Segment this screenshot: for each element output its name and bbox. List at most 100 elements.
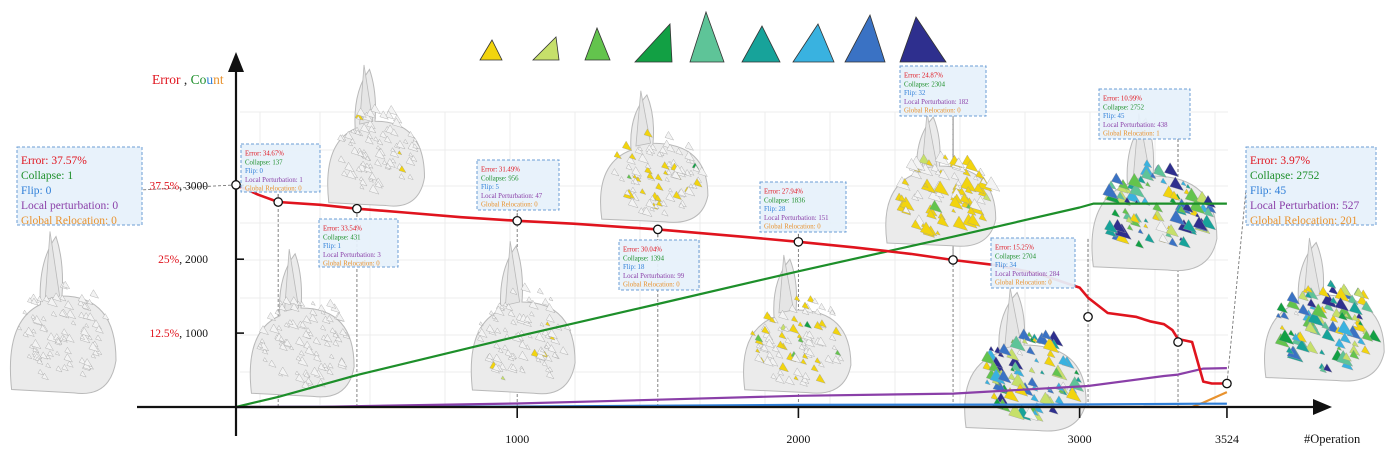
bunny-mesh-triangle: [1008, 403, 1025, 421]
bunny-mesh-triangle: [1143, 218, 1149, 224]
bunny-mesh-triangle: [1348, 301, 1363, 316]
bunny-mesh-triangle: [1129, 182, 1146, 198]
bunny-mesh-triangle: [55, 338, 63, 345]
bunny-mesh-triangle: [1152, 201, 1164, 213]
bunny-mesh-triangle: [379, 110, 389, 120]
stat-box: Error: 33.54% Collapse: 431 Flip: 1 Local P…: [318, 218, 399, 268]
bunny-mesh-triangle: [64, 346, 72, 355]
bunny-mesh-triangle: [289, 345, 295, 351]
bunny-mesh-triangle: [299, 350, 305, 356]
bunny-mesh-triangle: [1122, 207, 1130, 216]
bunny-mesh-triangle: [666, 161, 673, 168]
bunny-mesh-triangle: [544, 344, 550, 350]
bunny-mesh-triangle: [638, 153, 649, 164]
bunny-mesh-triangle: [1302, 288, 1309, 294]
bunny-mesh-triangle: [262, 357, 268, 363]
bunny-mesh-triangle: [518, 350, 529, 362]
bunny-mesh-triangle: [547, 344, 557, 354]
bunny-mesh-triangle: [969, 198, 983, 212]
bunny-mesh-triangle: [408, 152, 414, 158]
bunny-mesh-triangle: [1195, 212, 1201, 218]
bunny-mesh-triangle: [536, 287, 544, 295]
y-axis-arrow-icon: [228, 52, 244, 72]
bunny-mesh-triangle: [87, 335, 93, 341]
bunny-mesh-triangle: [1126, 224, 1134, 231]
error-marker: [1173, 337, 1183, 347]
stat-boxes: Error: 37.57% Collapse: 1 Flip: 0 Local per…: [16, 65, 1377, 291]
bunny-mesh-triangle: [287, 319, 294, 326]
series-line-local-perturbation: [235, 367, 1227, 409]
bunny-mesh-triangle: [814, 357, 822, 365]
bunny-mesh-triangle: [834, 349, 842, 356]
bunny-mesh-triangle: [486, 324, 496, 334]
bunny-mesh-triangle: [503, 301, 509, 308]
bunny-mesh-triangle: [390, 147, 396, 153]
bunny-mesh-triangle: [624, 189, 632, 197]
triangle-shape-icon: [741, 25, 781, 63]
bunny-mesh-triangle: [1169, 209, 1186, 226]
bunny-mesh-triangle: [524, 315, 533, 324]
bunny-mesh-triangle: [17, 325, 23, 331]
bunny-mesh-triangle: [965, 159, 979, 173]
bunny-mesh-triangle: [392, 117, 403, 128]
stat-box-line: Collapse: 2752: [1103, 104, 1145, 111]
bunny-mesh-triangle: [546, 370, 555, 380]
triangle-shape-icon: [792, 23, 835, 63]
x-tick-label: 1000: [505, 432, 529, 446]
bunny-mesh-triangle: [329, 353, 335, 360]
bunny-mesh-triangle: [750, 330, 756, 337]
bunny-mesh-triangle: [346, 169, 357, 180]
bunny-mesh-triangle: [646, 148, 654, 156]
bunny-mesh-triangle: [259, 338, 266, 344]
bunny-mesh-triangle: [26, 353, 33, 360]
bunny-mesh-triangle: [1034, 357, 1040, 363]
bunny-mesh-triangle: [789, 323, 800, 335]
bunny-mesh-triangle: [1293, 310, 1299, 316]
stat-box-line: Error: 33.54%: [323, 225, 362, 232]
triangle-shape-icon: [899, 16, 947, 63]
bunny-mesh-triangle: [357, 150, 365, 158]
bunny-mesh-triangle: [81, 302, 90, 310]
bunny-mesh-triangle: [791, 353, 802, 364]
bunny-mesh-triangle: [978, 213, 988, 222]
bunny-mesh-triangle: [673, 164, 684, 175]
bunny-mesh-triangle: [1311, 303, 1328, 320]
error-marker: [231, 180, 241, 190]
bunny-mesh-triangle: [818, 303, 827, 311]
x-axis-label: #Operation: [1304, 432, 1361, 446]
bunny-mesh-triangle: [804, 337, 815, 348]
bunny-mesh-triangle: [545, 354, 553, 362]
bunny-mesh-triangle: [933, 180, 950, 196]
bunny-mesh-triangle: [360, 123, 371, 134]
bunny-mesh-triangle: [639, 188, 647, 195]
bunny-mesh-triangle: [666, 143, 676, 153]
bunny-mesh-triangle: [24, 326, 35, 337]
bunny-mesh-triangle: [59, 309, 68, 318]
bunny-mesh-triangle: [625, 163, 633, 171]
bunny-mesh-triangle: [1328, 280, 1337, 289]
bunny-mesh-triangle: [279, 342, 288, 352]
bunny-mesh-triangle: [951, 208, 957, 214]
bunny-mesh-triangle: [801, 375, 810, 384]
bunny-mesh-triangle: [326, 368, 334, 376]
bunny-mesh-triangle: [102, 313, 110, 321]
bunny-mesh-triangle: [1352, 322, 1359, 328]
bunny-mesh-triangle: [31, 339, 42, 349]
bunny-mesh-triangle: [337, 155, 346, 164]
bunny-mesh-triangle: [47, 350, 54, 357]
bunny-mesh-triangle: [921, 178, 936, 194]
bunny-mesh-triangle: [829, 309, 836, 316]
stat-box-line: Global Relocation: 0: [623, 282, 680, 289]
stat-box-line: Collapse: 1394: [623, 255, 665, 262]
stat-box-line: Flip: 5: [481, 184, 500, 191]
bunny-mesh-triangle: [1304, 285, 1314, 294]
bunny-mesh-triangle: [655, 182, 664, 191]
bunny-mesh-triangle: [403, 138, 409, 145]
bunny-mesh-triangle: [520, 282, 531, 293]
bunny-mesh-triangle: [545, 303, 556, 314]
bunny-mesh-triangle: [813, 321, 824, 331]
bunny-mesh-triangle: [675, 147, 684, 156]
bunny-mesh-triangle: [1028, 366, 1036, 374]
bunny-mesh-triangle: [1351, 340, 1359, 348]
